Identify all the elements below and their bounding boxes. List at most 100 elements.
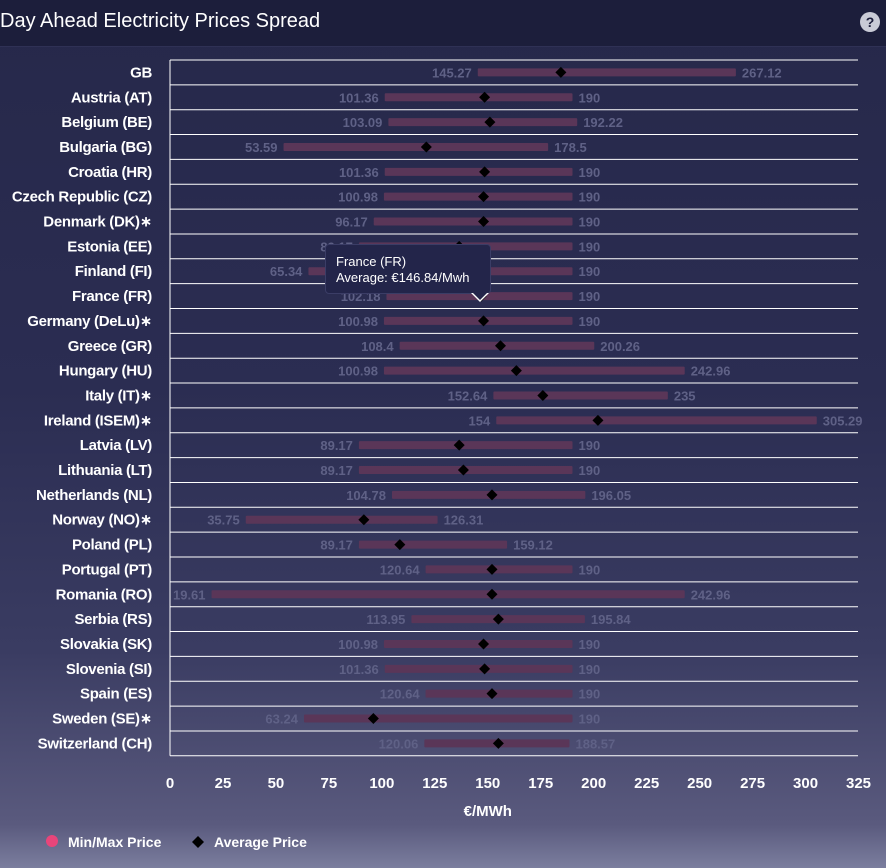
- category-label: Latvia (LV): [80, 437, 153, 454]
- x-tick-label: 275: [740, 775, 765, 792]
- max-price-label: 196.05: [591, 488, 631, 503]
- x-tick-label: 75: [321, 775, 338, 792]
- average-price-marker: [479, 166, 491, 178]
- range-bar: [493, 391, 668, 400]
- category-label: Romania (RO): [56, 586, 153, 603]
- range-bar: [245, 515, 438, 524]
- max-price-label: 242.96: [691, 364, 731, 379]
- category-label: Portugal (PT): [62, 561, 153, 578]
- legend-average-marker: [192, 836, 204, 848]
- average-price-marker: [486, 588, 498, 600]
- max-price-label: 200.26: [600, 339, 640, 354]
- category-label: Serbia (RS): [74, 611, 152, 628]
- tooltip-average: Average: €146.84/Mwh: [336, 270, 470, 285]
- x-tick-label: 225: [634, 775, 659, 792]
- min-price-label: 152.64: [448, 388, 489, 403]
- category-label: Belgium (BE): [61, 114, 152, 131]
- average-price-marker: [394, 539, 406, 551]
- min-price-label: 108.4: [361, 339, 394, 354]
- average-price-marker: [479, 91, 491, 103]
- category-label: Spain (ES): [80, 686, 152, 703]
- category-label: Denmark (DK)∗: [43, 214, 152, 231]
- category-label: Switzerland (CH): [38, 735, 153, 752]
- range-bar: [384, 93, 573, 102]
- min-price-label: 104.78: [346, 488, 386, 503]
- x-tick-label: 200: [581, 775, 606, 792]
- min-price-label: 96.17: [335, 215, 368, 230]
- average-price-marker: [592, 414, 604, 426]
- min-price-label: 19.61: [173, 587, 206, 602]
- x-tick-label: 100: [369, 775, 394, 792]
- min-price-label: 101.36: [339, 165, 379, 180]
- max-price-label: 190: [579, 562, 601, 577]
- range-bar: [211, 590, 685, 599]
- legend-average-label: Average Price: [214, 834, 307, 850]
- category-label: Netherlands (NL): [36, 487, 152, 504]
- min-price-label: 120.06: [379, 736, 419, 751]
- average-price-marker: [367, 713, 379, 725]
- range-bar: [383, 366, 685, 375]
- tooltip-country: France (FR): [336, 254, 407, 269]
- range-bar: [384, 664, 573, 673]
- min-price-label: 100.98: [338, 364, 378, 379]
- min-price-label: 145.27: [432, 65, 472, 80]
- min-price-label: 101.36: [339, 662, 379, 677]
- chart-title: Day Ahead Electricity Prices Spread: [0, 10, 321, 32]
- min-price-label: 63.24: [265, 712, 298, 727]
- min-price-label: 89.17: [320, 538, 353, 553]
- min-price-label: 103.09: [343, 115, 383, 130]
- category-label: Norway (NO)∗: [52, 512, 152, 529]
- average-price-marker: [453, 439, 465, 451]
- min-price-label: 120.64: [380, 687, 421, 702]
- x-tick-label: 300: [793, 775, 818, 792]
- range-bar: [425, 689, 573, 698]
- category-label: Austria (AT): [71, 89, 152, 106]
- average-price-marker: [486, 563, 498, 575]
- x-tick-label: 150: [475, 775, 500, 792]
- max-price-label: 159.12: [513, 538, 553, 553]
- max-price-label: 190: [579, 438, 601, 453]
- x-axis-label: €/MWh: [464, 803, 512, 820]
- x-tick-label: 325: [846, 775, 871, 792]
- max-price-label: 178.5: [554, 140, 587, 155]
- range-bar: [303, 714, 573, 723]
- x-tick-label: 25: [215, 775, 232, 792]
- category-label: Sweden (SE)∗: [52, 711, 152, 728]
- max-price-label: 190: [579, 687, 601, 702]
- max-price-label: 242.96: [691, 587, 731, 602]
- category-label: Finland (FI): [75, 263, 153, 280]
- average-price-marker: [510, 365, 522, 377]
- category-label: Hungary (HU): [59, 363, 152, 380]
- range-bar: [283, 142, 549, 151]
- min-price-label: 35.75: [207, 513, 240, 528]
- category-label: Poland (PL): [72, 537, 152, 554]
- max-price-label: 190: [579, 239, 601, 254]
- max-price-label: 188.57: [575, 736, 615, 751]
- category-label: Slovenia (SI): [66, 661, 152, 678]
- min-price-label: 65.34: [270, 264, 303, 279]
- average-price-marker: [484, 116, 496, 128]
- range-bar: [496, 416, 817, 425]
- help-icon[interactable]: ?: [860, 12, 880, 32]
- max-price-label: 190: [579, 662, 601, 677]
- range-bar: [384, 167, 573, 176]
- min-price-label: 100.98: [338, 314, 378, 329]
- average-price-marker: [555, 66, 567, 78]
- panel-header: Day Ahead Electricity Prices Spread ?: [0, 0, 886, 47]
- range-bar: [425, 565, 573, 574]
- average-price-marker: [457, 464, 469, 476]
- max-price-label: 190: [579, 165, 601, 180]
- range-bar: [358, 540, 508, 549]
- max-price-label: 190: [579, 637, 601, 652]
- max-price-label: 190: [579, 314, 601, 329]
- max-price-label: 190: [579, 264, 601, 279]
- category-label: GB: [130, 64, 152, 81]
- tooltip-pointer-inner: [473, 293, 487, 300]
- x-tick-label: 175: [528, 775, 553, 792]
- max-price-label: 190: [579, 90, 601, 105]
- category-label: France (FR): [72, 288, 152, 305]
- max-price-label: 195.84: [591, 612, 632, 627]
- max-price-label: 190: [579, 463, 601, 478]
- max-price-label: 190: [579, 190, 601, 205]
